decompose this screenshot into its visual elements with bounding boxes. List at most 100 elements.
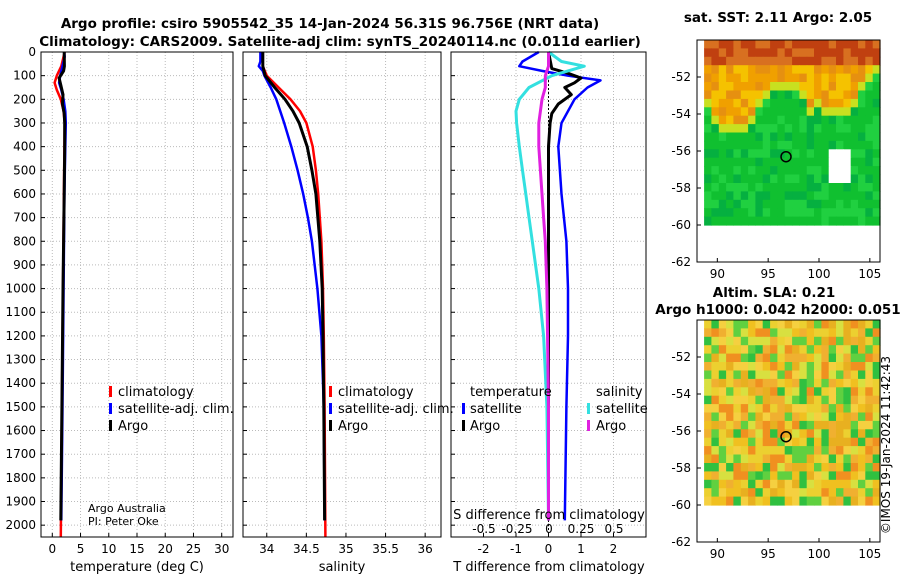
map-cell bbox=[850, 353, 859, 363]
map-cell bbox=[740, 420, 749, 430]
map-cell bbox=[704, 471, 712, 481]
map-cell bbox=[718, 199, 727, 209]
map-cell bbox=[762, 140, 771, 150]
map-cell bbox=[718, 166, 727, 176]
map-cell bbox=[843, 429, 852, 439]
map-cell bbox=[726, 345, 734, 355]
map-cell bbox=[792, 149, 800, 159]
map-cell bbox=[704, 183, 712, 192]
map-cell bbox=[726, 56, 734, 66]
map-cell bbox=[755, 157, 764, 167]
x-tick-label: 10 bbox=[101, 542, 116, 556]
map-cell bbox=[843, 488, 852, 498]
sla-map: 90 95 100 105 -52 -54 -56 -58 -60 -62 bbox=[671, 319, 881, 561]
map-cell bbox=[814, 362, 822, 371]
map-cell bbox=[784, 353, 793, 363]
map-cell bbox=[821, 471, 830, 481]
map-cell bbox=[806, 82, 815, 91]
map-cell bbox=[748, 454, 756, 464]
imos-timestamp: ©IMOS 19-Jan-2024 11:42:43 bbox=[879, 356, 893, 534]
map-cell bbox=[872, 353, 881, 363]
map-cell bbox=[755, 412, 764, 422]
lat-tick-label: -56 bbox=[671, 424, 691, 438]
map-cell bbox=[858, 412, 866, 422]
map-cell bbox=[748, 149, 756, 159]
map-cell bbox=[814, 454, 822, 464]
map-cell bbox=[806, 166, 815, 176]
x-tick-label: 20 bbox=[158, 542, 173, 556]
map-cell bbox=[777, 336, 786, 346]
map-cell bbox=[733, 107, 742, 117]
map-cell bbox=[843, 471, 852, 481]
credit-line-2: PI: Peter Oke bbox=[88, 515, 159, 528]
map-cell bbox=[748, 362, 756, 371]
map-cell bbox=[770, 140, 778, 150]
map-cell bbox=[865, 387, 874, 397]
map-cell bbox=[711, 404, 720, 414]
map-cell bbox=[777, 362, 786, 371]
map-cell bbox=[799, 48, 808, 58]
lat-tick-label: -56 bbox=[671, 144, 691, 158]
map-cell bbox=[770, 404, 778, 414]
map-cell bbox=[711, 191, 720, 201]
title-line-1: Argo profile: csiro 5905542_35 14-Jan-20… bbox=[61, 16, 599, 32]
map-cell bbox=[755, 90, 764, 100]
map-cell bbox=[740, 395, 749, 405]
map-cell bbox=[806, 320, 815, 329]
map-cell bbox=[777, 463, 786, 472]
map-cell bbox=[740, 479, 749, 489]
map-cell bbox=[858, 73, 866, 83]
series-line-argo bbox=[261, 52, 327, 521]
map-cell bbox=[704, 336, 712, 346]
depth-tick-label: 1000 bbox=[5, 282, 36, 296]
map-cell bbox=[748, 370, 756, 380]
map-cell bbox=[726, 496, 734, 506]
map-cell bbox=[872, 437, 881, 447]
map-cell bbox=[770, 320, 778, 329]
map-cell bbox=[733, 488, 742, 498]
map-cell bbox=[711, 56, 720, 66]
map-cell bbox=[726, 115, 734, 125]
map-cell bbox=[850, 471, 859, 481]
map-cell bbox=[858, 98, 866, 108]
map-cell bbox=[858, 140, 866, 150]
map-cell bbox=[792, 412, 800, 422]
map-cell bbox=[836, 463, 844, 472]
map-cell bbox=[740, 412, 749, 422]
map-cell bbox=[711, 353, 720, 363]
map-cell bbox=[836, 191, 844, 201]
map-cell bbox=[872, 395, 881, 405]
lat-tick-label: -60 bbox=[671, 218, 691, 232]
map-cell bbox=[850, 412, 859, 422]
map-cell bbox=[821, 48, 830, 58]
map-cell bbox=[814, 73, 822, 83]
map-cell bbox=[762, 446, 771, 456]
map-cell bbox=[872, 488, 881, 498]
map-cell bbox=[799, 124, 808, 134]
map-cell bbox=[770, 90, 778, 100]
map-cell bbox=[784, 320, 793, 329]
map-cell bbox=[836, 488, 844, 498]
map-cell bbox=[704, 320, 712, 329]
map-cell bbox=[784, 429, 793, 439]
map-cell bbox=[792, 191, 800, 201]
map-cell bbox=[755, 336, 764, 346]
map-cell bbox=[828, 174, 837, 184]
map-cell bbox=[843, 157, 852, 167]
map-cell bbox=[806, 429, 815, 439]
sla-map-title: Altim. SLA: 0.21 bbox=[713, 285, 835, 301]
map-cell bbox=[733, 387, 742, 397]
map-cell bbox=[748, 40, 756, 49]
map-cell bbox=[799, 56, 808, 66]
depth-tick-label: 900 bbox=[13, 258, 36, 272]
salinity-panel: 34 34.5 35 35.5 36 bbox=[242, 51, 442, 556]
map-cell bbox=[733, 320, 742, 329]
map-cell bbox=[704, 420, 712, 430]
map-cell bbox=[740, 370, 749, 380]
map-cell bbox=[872, 320, 881, 329]
map-cell bbox=[777, 454, 786, 464]
map-cell bbox=[711, 98, 720, 108]
map-cell bbox=[814, 191, 822, 201]
legend-swatch-climatology bbox=[109, 386, 112, 397]
map-cell bbox=[726, 362, 734, 371]
